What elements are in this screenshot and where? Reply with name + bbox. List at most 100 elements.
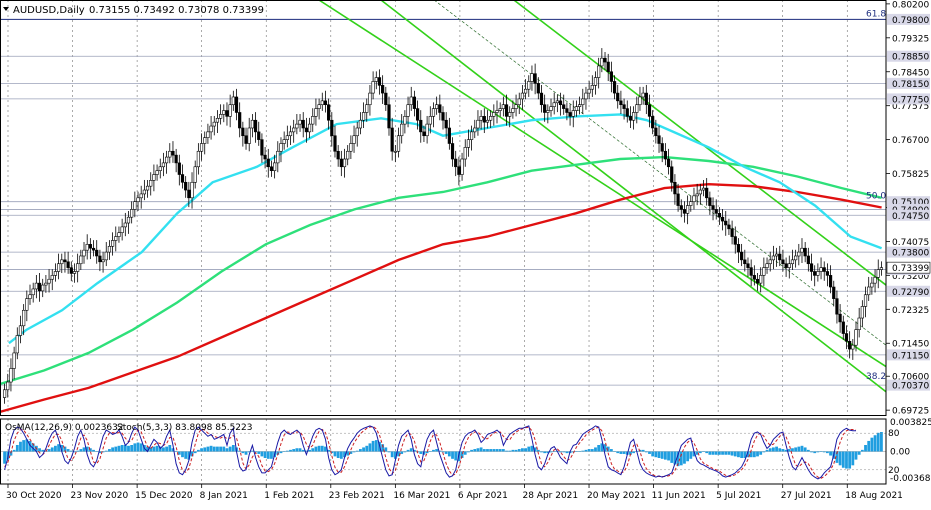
candle-body: [689, 201, 693, 206]
candle-body: [263, 154, 267, 160]
osma-bar: [130, 445, 134, 452]
candle-body: [781, 259, 785, 265]
osma-bar: [479, 447, 483, 452]
osma-bar: [870, 437, 874, 452]
osma-bar: [330, 451, 334, 454]
candle-body: [317, 104, 321, 109]
osma-bar: [219, 446, 223, 452]
osma-bar: [171, 448, 175, 452]
osma-bar: [114, 446, 118, 452]
candle-body: [285, 135, 289, 140]
level-label: 0.73800: [892, 249, 929, 259]
candle-body: [581, 98, 585, 106]
price-tick-label: 0.69725: [892, 407, 929, 417]
osma-bar: [57, 444, 60, 452]
osma-bar: [425, 451, 429, 454]
date-tick-label: 18 Aug 2021: [845, 491, 903, 501]
candle-body: [854, 329, 858, 346]
osma-bar: [514, 449, 518, 452]
osma-bar: [641, 449, 645, 452]
osma-bar: [810, 451, 813, 453]
candle-body: [441, 112, 445, 121]
osma-bar: [841, 451, 845, 468]
osma-bar: [648, 451, 651, 454]
fib-level-label: 61.8: [866, 9, 886, 19]
osma-bar: [524, 448, 527, 452]
date-tick-label: 5 Jul 2021: [716, 491, 761, 501]
candle-body: [79, 255, 83, 265]
candle-body: [504, 104, 509, 117]
osma-bar: [206, 446, 210, 452]
candle-body: [879, 267, 884, 270]
candle-body: [371, 81, 375, 94]
candle-body: [320, 100, 324, 106]
osma-bar: [333, 451, 337, 457]
candle-body: [485, 119, 490, 123]
stoch-axis-label: 80: [888, 429, 900, 439]
price-tick-label: 0.72325: [892, 306, 929, 316]
osma-bar: [860, 449, 864, 452]
level-label-box: [887, 77, 930, 89]
osma-bar: [746, 451, 750, 458]
candle-body: [314, 108, 318, 117]
candle-body: [28, 294, 32, 299]
dropdown-triangle-icon[interactable]: [3, 7, 9, 11]
osma-bar: [822, 451, 826, 453]
candle-body: [835, 298, 839, 315]
candle-body: [870, 282, 874, 288]
candle-body: [82, 249, 86, 257]
candle-body: [126, 216, 131, 224]
osma-bar: [498, 449, 502, 452]
osma-bar: [867, 440, 871, 452]
osma-bar: [349, 451, 353, 454]
candle-body: [219, 114, 223, 119]
osma-bar: [368, 443, 372, 452]
osma-bar: [683, 451, 686, 464]
candle-body: [311, 116, 315, 125]
osma-bar: [146, 446, 149, 452]
osma-bar: [527, 446, 531, 452]
osma-bar: [247, 451, 251, 453]
candle-body: [136, 197, 140, 202]
candle-body: [628, 116, 633, 121]
candle-body: [546, 110, 550, 113]
candle-body: [647, 104, 652, 117]
osma-bar: [463, 451, 467, 455]
candle-body: [69, 267, 73, 274]
osma-bar: [441, 451, 445, 453]
osma-bar: [165, 446, 169, 452]
osma-bar: [69, 450, 73, 452]
osma-bar: [60, 445, 64, 452]
osma-bar: [406, 449, 410, 452]
osma-bar: [123, 445, 127, 452]
candle-body: [784, 263, 788, 268]
osma-bar: [314, 446, 318, 452]
osma-bar: [851, 451, 855, 466]
osma-bar: [781, 449, 785, 452]
osma-bar: [432, 449, 435, 452]
osma-bar: [876, 432, 880, 452]
candle-body: [168, 150, 172, 158]
candle-body: [396, 135, 401, 152]
candle-body: [244, 135, 248, 144]
candle-body: [25, 298, 29, 311]
candle-body: [393, 150, 397, 153]
price-tick-label: 0.74075: [892, 238, 929, 248]
osma-bar: [467, 451, 470, 453]
osma-bar: [606, 446, 610, 452]
candle-body: [257, 131, 261, 140]
osma-bar: [346, 451, 350, 456]
osma-bar: [352, 451, 356, 453]
candle-body: [307, 123, 312, 133]
osma-bar: [752, 451, 756, 458]
osma-bar: [676, 451, 680, 467]
level-label-box: [887, 349, 930, 361]
osma-bar: [835, 451, 839, 463]
candle-body: [9, 368, 13, 383]
osma-bar: [73, 451, 76, 453]
candle-body: [260, 139, 264, 156]
candle-body: [724, 220, 728, 226]
candle-body: [476, 119, 480, 129]
osma-bar: [476, 448, 480, 452]
osma-bar: [82, 447, 86, 452]
